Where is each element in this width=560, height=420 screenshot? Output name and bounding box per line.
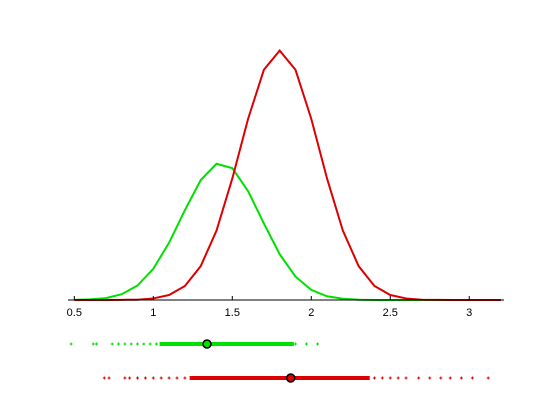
x-tick-label: 1 xyxy=(150,307,156,319)
rug-point xyxy=(110,342,114,346)
rug-point xyxy=(129,342,133,346)
rug-point xyxy=(459,376,463,380)
rug-point xyxy=(380,376,384,380)
rug-point xyxy=(448,376,452,380)
rug-point xyxy=(94,342,98,346)
rug-point xyxy=(293,342,297,346)
rug-center xyxy=(202,339,212,349)
rug-point xyxy=(128,376,132,380)
rug-point xyxy=(417,376,421,380)
rug-point xyxy=(136,376,140,380)
rug-point xyxy=(175,376,179,380)
rug-point xyxy=(151,376,155,380)
rug-point xyxy=(136,342,140,346)
rug-point xyxy=(439,376,443,380)
rug-point xyxy=(69,342,73,346)
rug-point xyxy=(142,342,146,346)
x-tick-label: 3 xyxy=(466,307,472,319)
rug-point xyxy=(486,376,490,380)
rug-point xyxy=(396,376,400,380)
rug-point xyxy=(143,376,147,380)
x-tick-label: 1.5 xyxy=(225,307,240,319)
x-tick-label: 2.5 xyxy=(383,307,398,319)
rug-point xyxy=(316,342,320,346)
rug-point xyxy=(107,376,111,380)
x-tick-label: 0.5 xyxy=(67,307,82,319)
rug-point xyxy=(388,376,392,380)
rug-point xyxy=(372,376,376,380)
rug-point xyxy=(154,342,158,346)
rug-point xyxy=(102,376,106,380)
rug-point xyxy=(159,376,163,380)
rug-point xyxy=(305,342,309,346)
rug-center xyxy=(285,373,296,383)
density-curve xyxy=(74,162,501,301)
rug-point xyxy=(167,376,171,380)
density-curve xyxy=(74,49,501,301)
rug-point xyxy=(91,342,95,346)
x-tick-label: 2 xyxy=(308,307,314,319)
rug-point xyxy=(148,342,152,346)
rug-point xyxy=(470,376,474,380)
rug-point xyxy=(117,342,121,346)
rug-point xyxy=(404,376,408,380)
rug-point xyxy=(183,376,187,380)
rug-point xyxy=(123,376,127,380)
rug-point xyxy=(428,376,432,380)
rug-point xyxy=(123,342,127,346)
